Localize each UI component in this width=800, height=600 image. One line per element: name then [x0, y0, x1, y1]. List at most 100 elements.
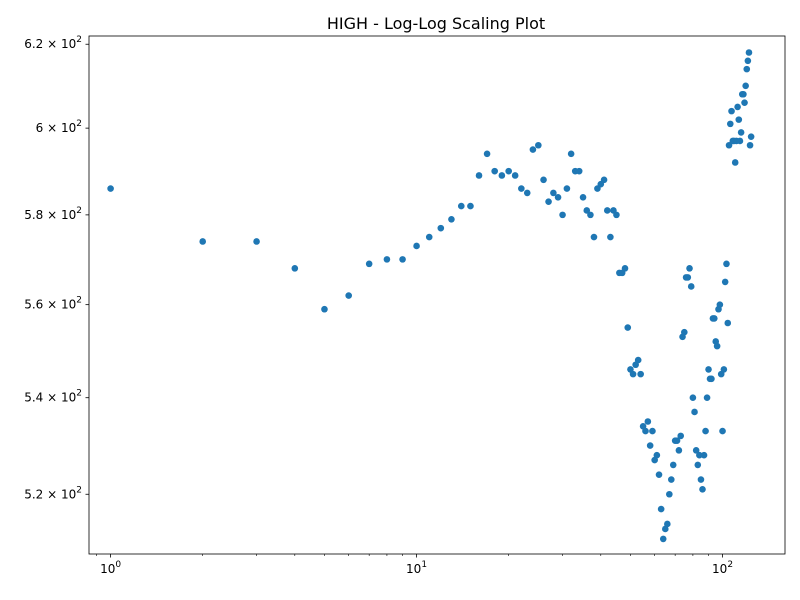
data-point	[657, 505, 665, 513]
data-point	[457, 202, 465, 210]
data-point	[686, 265, 693, 272]
data-point	[644, 418, 652, 425]
data-point	[575, 167, 583, 175]
data-point	[724, 319, 732, 327]
data-point	[742, 82, 749, 90]
data-point	[437, 224, 445, 232]
data-point	[399, 256, 406, 263]
data-point	[475, 172, 483, 179]
data-point	[291, 265, 299, 272]
data-point	[559, 211, 566, 219]
chart-title: HIGH - Log-Log Scaling Plot	[327, 14, 545, 33]
data-point	[587, 211, 594, 219]
data-point	[734, 103, 741, 111]
data-point	[621, 265, 629, 272]
y-tick-label: 5.6 × 102	[24, 296, 82, 312]
data-point	[694, 461, 702, 469]
data-point	[716, 301, 724, 308]
x-tick-label: 102	[712, 560, 733, 576]
data-point	[579, 193, 587, 201]
data-point	[735, 116, 743, 123]
data-point	[637, 370, 644, 378]
data-point	[725, 141, 733, 149]
data-point	[321, 305, 328, 313]
data-point	[613, 211, 620, 219]
data-point	[689, 394, 697, 402]
data-point	[550, 189, 557, 197]
data-point	[697, 476, 705, 483]
data-point	[518, 185, 525, 192]
data-point	[529, 146, 537, 153]
x-tick-label: 101	[406, 560, 427, 576]
data-point	[703, 394, 711, 402]
data-point	[634, 356, 642, 364]
data-point	[737, 129, 745, 136]
data-point	[624, 324, 632, 331]
data-point	[483, 150, 491, 158]
data-point	[719, 427, 726, 435]
data-point	[681, 328, 688, 336]
data-point	[653, 451, 661, 459]
axes-frame	[88, 35, 786, 555]
data-point	[705, 366, 712, 373]
data-point	[684, 274, 692, 281]
data-point	[720, 366, 728, 373]
data-point	[649, 427, 656, 435]
data-point	[655, 471, 663, 478]
data-point	[740, 90, 747, 98]
data-point	[567, 150, 575, 158]
data-point	[726, 120, 734, 128]
data-point	[699, 486, 706, 493]
data-point	[607, 233, 614, 241]
data-point	[696, 451, 703, 459]
data-point	[713, 342, 721, 350]
data-point	[708, 375, 715, 383]
x-tick-label: 100	[100, 560, 121, 576]
data-point	[540, 176, 547, 184]
data-point	[711, 315, 718, 322]
data-points	[107, 49, 755, 543]
data-point	[675, 447, 683, 454]
data-point	[365, 260, 373, 268]
data-point	[554, 193, 562, 201]
data-point	[691, 408, 698, 416]
data-point	[425, 233, 433, 241]
data-point	[687, 283, 695, 290]
data-point	[700, 451, 708, 459]
data-point	[583, 207, 591, 214]
data-point	[741, 99, 748, 106]
data-point	[545, 198, 552, 205]
data-point	[723, 260, 730, 268]
data-point	[664, 520, 671, 528]
data-point	[448, 215, 455, 223]
data-point	[745, 49, 753, 56]
y-tick-label: 6.2 × 102	[24, 35, 82, 51]
data-point	[692, 447, 700, 454]
data-point	[702, 427, 709, 435]
data-point	[253, 238, 260, 245]
data-point	[491, 167, 498, 175]
data-point	[603, 207, 611, 214]
data-point	[642, 427, 649, 435]
data-point	[731, 159, 739, 166]
y-tick-label: 5.8 × 102	[24, 206, 82, 222]
data-point	[746, 141, 754, 149]
data-point	[523, 189, 531, 197]
data-point	[743, 65, 751, 73]
data-point	[345, 292, 352, 299]
data-point	[629, 370, 637, 378]
data-point	[646, 442, 654, 449]
data-point	[669, 461, 677, 469]
data-point	[413, 242, 420, 250]
y-tick-label: 5.2 × 102	[24, 485, 82, 501]
data-point	[383, 256, 391, 263]
data-point	[662, 525, 669, 533]
data-point	[511, 172, 519, 179]
data-point	[600, 176, 608, 184]
axes: 100 101 102 5.2 × 102 5.4 × 102 5.6 × 102 5.8 …	[24, 35, 786, 576]
y-tick-label: 6 × 102	[36, 119, 82, 135]
data-point	[535, 141, 542, 149]
data-point	[107, 185, 114, 192]
data-point	[736, 137, 744, 145]
